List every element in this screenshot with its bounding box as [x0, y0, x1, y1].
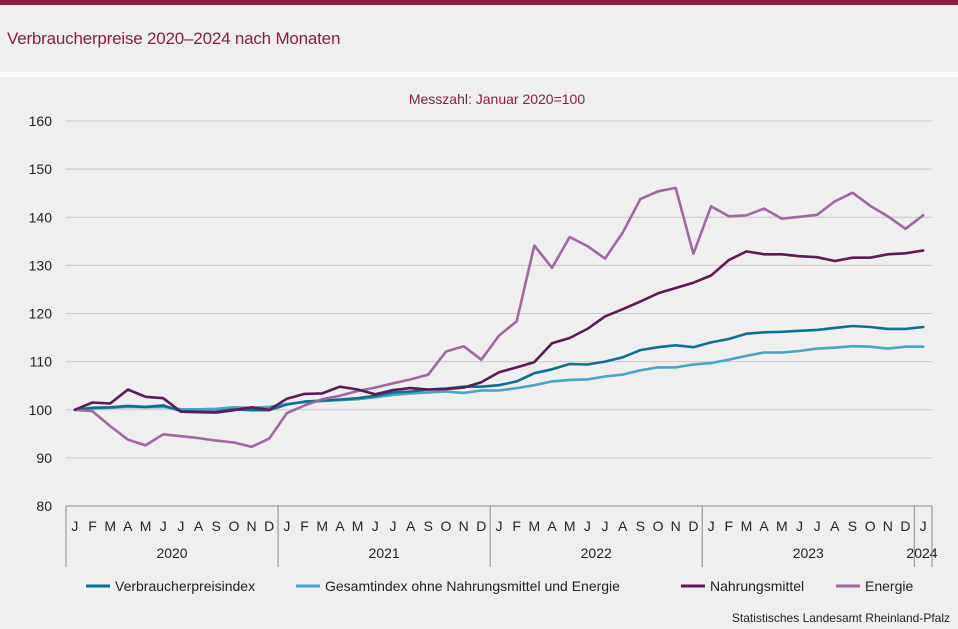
- y-tick-label: 150: [29, 161, 53, 177]
- x-month-label: D: [688, 518, 698, 534]
- legend-label: Energie: [865, 578, 913, 594]
- legend: Verbraucherpreisindex Gesamtindex ohne Na…: [86, 578, 913, 594]
- x-month-label: F: [512, 518, 521, 534]
- x-month-label: O: [441, 518, 452, 534]
- x-month-label: O: [228, 518, 239, 534]
- y-tick-label: 160: [29, 113, 53, 129]
- x-month-label: D: [900, 518, 910, 534]
- x-month-label: D: [476, 518, 486, 534]
- x-month-label: S: [212, 518, 221, 534]
- x-year-label: 2021: [369, 545, 400, 561]
- x-month-label: A: [406, 518, 416, 534]
- grid-lines: [66, 120, 932, 507]
- y-tick-label: 120: [29, 306, 53, 322]
- y-tick-label: 110: [30, 354, 53, 370]
- x-month-label: J: [372, 518, 379, 534]
- y-tick-label: 80: [36, 498, 52, 514]
- x-year-label: 2024: [906, 545, 937, 561]
- x-month-label: J: [389, 518, 396, 534]
- x-month-label: D: [264, 518, 274, 534]
- top-accent-bar: [0, 0, 958, 5]
- y-tick-label: 140: [29, 209, 53, 225]
- x-month-label: A: [618, 518, 628, 534]
- x-month-label: J: [160, 518, 167, 534]
- x-month-label: O: [865, 518, 876, 534]
- x-month-label: A: [123, 518, 133, 534]
- header: Verbraucherpreise 2020–2024 nach Monaten: [0, 5, 958, 72]
- y-tick-labels: 80 90 100 110 120 130 140 150 160: [29, 113, 53, 514]
- x-month-label: M: [352, 518, 364, 534]
- x-month-label: J: [814, 518, 821, 534]
- x-month-label: M: [564, 518, 576, 534]
- y-tick-label: 90: [36, 450, 52, 466]
- x-month-label: J: [584, 518, 591, 534]
- x-month-label: J: [920, 518, 927, 534]
- legend-label: Nahrungsmittel: [710, 578, 804, 594]
- x-month-label: S: [848, 518, 857, 534]
- chart-subtitle: Messzahl: Januar 2020=100: [409, 91, 585, 107]
- x-month-label: J: [71, 518, 78, 534]
- series-lines: [73, 186, 925, 449]
- legend-label: Verbraucherpreisindex: [115, 578, 255, 594]
- x-month-label: M: [316, 518, 328, 534]
- series-line-2: [73, 249, 925, 414]
- x-month-label: F: [724, 518, 733, 534]
- x-month-label: S: [636, 518, 645, 534]
- x-month-label: O: [653, 518, 664, 534]
- series-line-3: [73, 186, 925, 449]
- y-tick-label: 130: [29, 257, 53, 273]
- legend-label: Gesamtindex ohne Nahrungsmittel und Ener…: [325, 578, 620, 594]
- series-line-1: [73, 344, 925, 412]
- x-month-label: A: [830, 518, 840, 534]
- x-month-label: J: [602, 518, 609, 534]
- x-month-label: J: [177, 518, 184, 534]
- x-month-label: F: [300, 518, 309, 534]
- y-tick-label: 100: [29, 402, 53, 418]
- x-month-label: F: [88, 518, 97, 534]
- x-month-label: J: [496, 518, 503, 534]
- page-title: Verbraucherpreise 2020–2024 nach Monaten: [7, 29, 341, 48]
- x-month-label: M: [140, 518, 152, 534]
- x-month-label: J: [796, 518, 803, 534]
- x-month-label: M: [529, 518, 541, 534]
- header-divider: [0, 72, 958, 77]
- x-month-label: M: [104, 518, 116, 534]
- x-month-label: M: [776, 518, 788, 534]
- x-month-label: N: [459, 518, 469, 534]
- x-year-label: 2022: [581, 545, 612, 561]
- x-month-label: A: [547, 518, 557, 534]
- source-note: Statistisches Landesamt Rheinland-Pfalz: [731, 611, 950, 625]
- x-month-label: M: [741, 518, 753, 534]
- x-year-label: 2023: [793, 545, 824, 561]
- x-year-label: 2020: [156, 545, 187, 561]
- x-month-label: A: [335, 518, 345, 534]
- x-month-label: S: [424, 518, 433, 534]
- x-month-label: N: [671, 518, 681, 534]
- x-month-label: A: [194, 518, 204, 534]
- x-month-label: N: [883, 518, 893, 534]
- x-month-label: N: [247, 518, 257, 534]
- x-month-label: A: [759, 518, 769, 534]
- x-month-label: J: [708, 518, 715, 534]
- x-month-label: J: [283, 518, 290, 534]
